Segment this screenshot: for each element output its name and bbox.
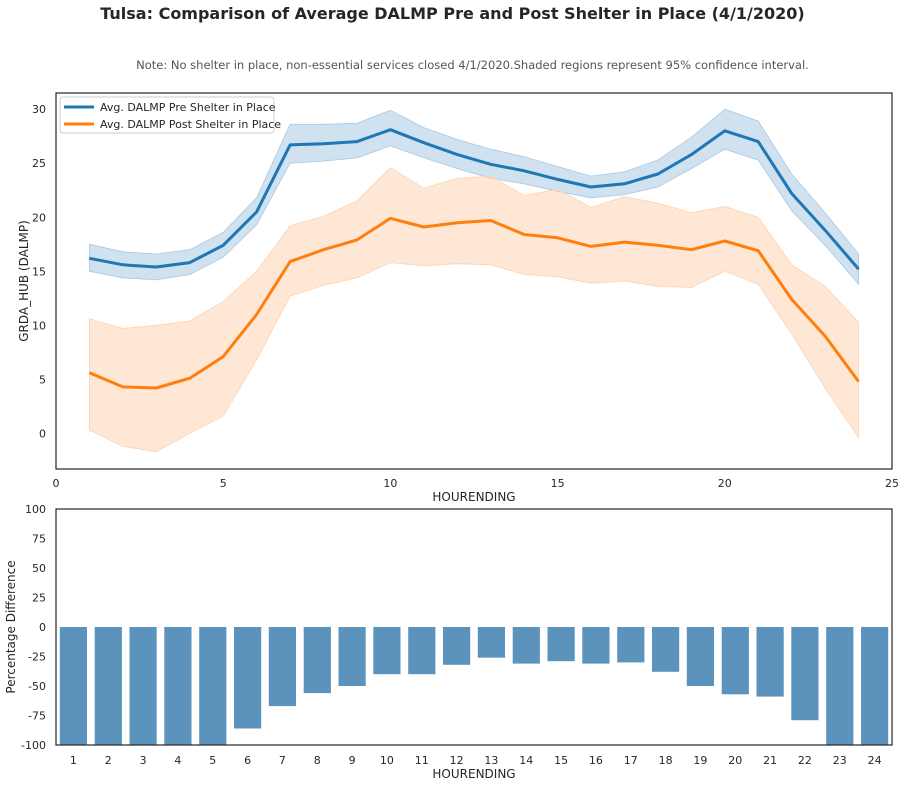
- bar: [268, 627, 296, 707]
- bar: [686, 627, 714, 686]
- x-tick-label: 9: [349, 754, 356, 767]
- line-chart-xlabel: HOURENDING: [432, 490, 515, 504]
- legend-frame: [59, 96, 275, 134]
- y-tick-label: -50: [28, 680, 46, 693]
- x-tick-label: 23: [833, 754, 847, 767]
- y-tick-label: 15: [32, 265, 46, 278]
- bar-chart: 1 2 3 4 5 6 7 8 9 10 11 12 13 14 15 16 17 18 19 20 21 22 23 24 …: [4, 503, 893, 781]
- x-tick-label: 6: [244, 754, 251, 767]
- bar: [59, 627, 87, 745]
- x-tick-label: 22: [798, 754, 812, 767]
- bar: [373, 627, 401, 675]
- x-tick-label: 20: [718, 477, 732, 490]
- chart-title: Tulsa: Comparison of Average DALMP Pre a…: [100, 4, 805, 23]
- x-tick-label: 17: [624, 754, 638, 767]
- x-tick-label: 10: [380, 754, 394, 767]
- x-tick-label: 7: [279, 754, 286, 767]
- bar: [617, 627, 645, 663]
- x-tick-label: 24: [868, 754, 882, 767]
- chart-note: Note: No shelter in place, non-essential…: [136, 58, 809, 72]
- x-tick-label: 2: [105, 754, 112, 767]
- y-tick-label: -25: [28, 651, 46, 664]
- bar: [164, 627, 192, 745]
- bar: [512, 627, 540, 664]
- x-tick-label: 10: [383, 477, 397, 490]
- x-tick-label: 16: [589, 754, 603, 767]
- x-tick-label: 5: [220, 477, 227, 490]
- bar: [199, 627, 227, 745]
- bar-chart-frame: [55, 508, 893, 746]
- bar: [791, 627, 819, 721]
- bar: [338, 627, 366, 686]
- bar: [234, 627, 262, 729]
- bar: [303, 627, 331, 694]
- y-tick-label: 20: [32, 211, 46, 224]
- y-tick-label: 30: [32, 103, 46, 116]
- y-tick-label: 0: [39, 621, 46, 634]
- x-tick-label: 20: [728, 754, 742, 767]
- bar: [408, 627, 436, 675]
- x-tick-label: 19: [693, 754, 707, 767]
- y-tick-label: -75: [28, 710, 46, 723]
- y-tick-label: 5: [39, 373, 46, 386]
- bar-chart-ylabel: Percentage Difference: [4, 560, 18, 693]
- x-tick-label: 8: [314, 754, 321, 767]
- bar: [826, 627, 854, 745]
- bar: [477, 627, 505, 658]
- y-tick-label: 25: [32, 592, 46, 605]
- x-tick-label: 14: [519, 754, 533, 767]
- y-tick-label: 0: [39, 427, 46, 440]
- x-tick-label: 15: [551, 477, 565, 490]
- series-line-pre: [89, 128, 860, 271]
- x-tick-label: 15: [554, 754, 568, 767]
- y-tick-label: 10: [32, 319, 46, 332]
- bar: [94, 627, 122, 745]
- bar: [861, 627, 889, 745]
- x-tick-label: 11: [415, 754, 429, 767]
- bar: [756, 627, 784, 697]
- x-tick-label: 12: [450, 754, 464, 767]
- x-tick-label: 13: [484, 754, 498, 767]
- series-line-post: [88, 216, 860, 390]
- line-chart: 0 5 10 15 20 25 0 5 10 15 20 25 30 HOURENDING GRDA_…: [17, 92, 899, 504]
- bar: [443, 627, 471, 665]
- bar: [652, 627, 680, 672]
- y-tick-label: 75: [32, 533, 46, 546]
- legend: Avg. DALMP Pre Shelter in Place Avg. DAL…: [59, 96, 281, 134]
- y-tick-label: -100: [21, 739, 46, 752]
- bar-chart-xlabel: HOURENDING: [432, 767, 515, 781]
- line-chart-ylabel: GRDA_HUB (DALMP): [17, 220, 31, 342]
- ci-band-post: [89, 167, 859, 453]
- y-tick-label: 25: [32, 157, 46, 170]
- x-tick-label: 21: [763, 754, 777, 767]
- x-tick-label: 0: [53, 477, 60, 490]
- x-tick-label: 3: [140, 754, 147, 767]
- x-tick-label: 4: [174, 754, 181, 767]
- bar: [582, 627, 610, 664]
- y-tick-label: 50: [32, 562, 46, 575]
- bar: [129, 627, 157, 745]
- legend-label-post: Avg. DALMP Post Shelter in Place: [100, 118, 281, 131]
- x-tick-label: 1: [70, 754, 77, 767]
- x-tick-label: 18: [659, 754, 673, 767]
- bar: [721, 627, 749, 695]
- legend-label-pre: Avg. DALMP Pre Shelter in Place: [100, 101, 276, 114]
- x-tick-label: 25: [885, 477, 899, 490]
- x-tick-label: 5: [209, 754, 216, 767]
- bar: [547, 627, 575, 662]
- ci-band-pre: [89, 108, 859, 286]
- y-tick-label: 100: [25, 503, 46, 516]
